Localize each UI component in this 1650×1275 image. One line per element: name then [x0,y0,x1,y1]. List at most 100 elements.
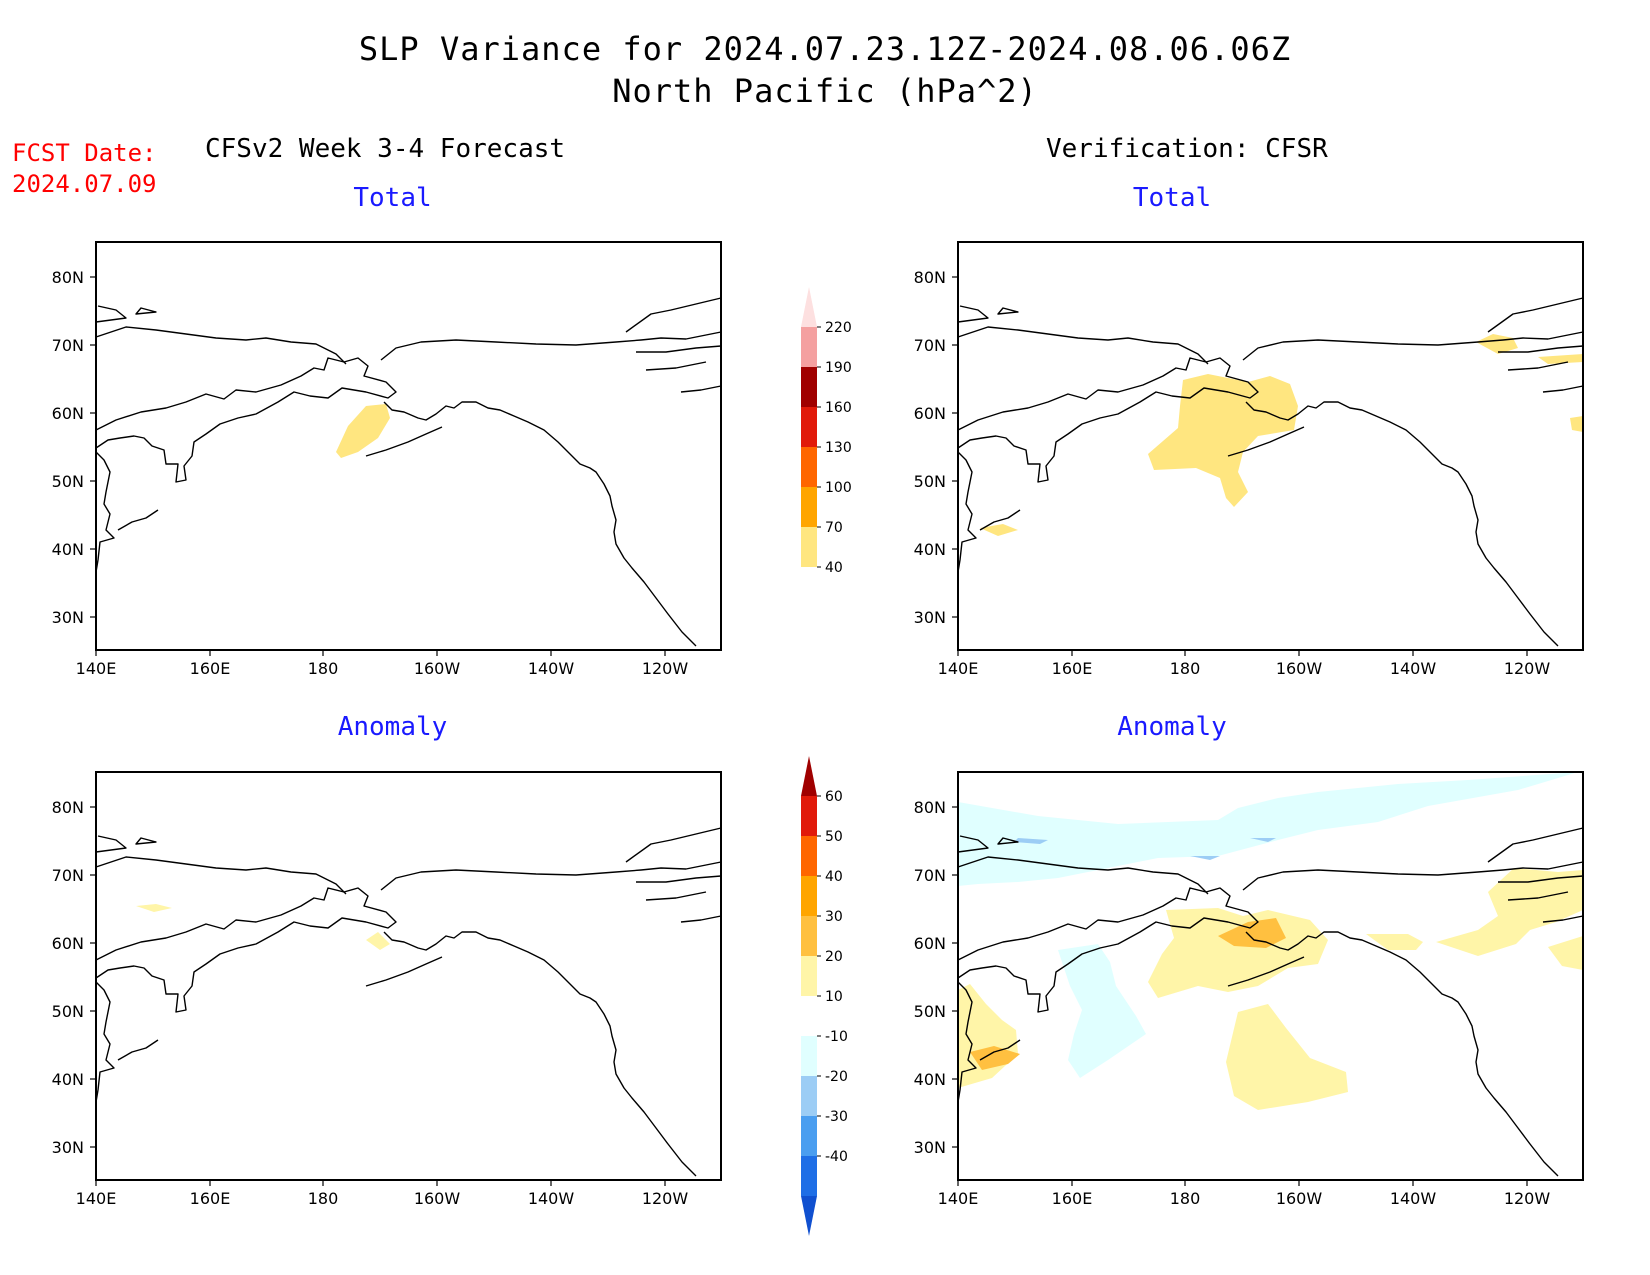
total-colorbar-segment [801,527,817,567]
anomaly-colorbar-label: -30 [825,1109,848,1125]
lat-tick-label: 40N [52,1070,84,1089]
lat-tick-label: 40N [914,1070,946,1089]
anomaly-colorbar-label: 10 [825,989,843,1005]
anomaly-colorbar-segment [801,1156,817,1196]
total-colorbar-segment [801,327,817,367]
verification-total-label: Total [1132,183,1212,213]
forecast-anomaly-shading [136,904,172,912]
right-column-title: Verification: CFSR [1046,134,1328,164]
coastline-alaska-north [1242,331,1584,361]
lat-tick-label: 70N [52,336,84,355]
coastline-siberia-north [957,326,1209,365]
anomaly-colorbar-label: -20 [825,1069,848,1085]
verification-anomaly-shading [958,772,1578,886]
coastline-arctic-islands [957,827,1584,923]
coastline-japan [117,509,159,531]
lon-tick-label: 160W [414,659,461,678]
verification-total-frame [957,241,1584,651]
anomaly-colorbar-label: -40 [825,1149,848,1165]
anomaly-colorbar-segment [801,996,817,1036]
lon-tick-label: 160W [1276,659,1323,678]
coastline-arctic-islands [95,297,722,393]
coastline-aleutians [365,426,443,457]
anomaly-colorbar-segment [801,956,817,996]
verification-total-shading [980,524,1018,536]
lat-tick-label: 30N [914,1138,946,1157]
lat-tick-label: 40N [914,540,946,559]
coastline-asia-east [957,451,977,573]
lon-tick-label: 160E [1052,1189,1093,1208]
verification-anomaly-shading [1366,934,1423,950]
verification-anomaly-frame [957,771,1584,1181]
coastline-japan [117,1039,159,1061]
anomaly-colorbar-segment [801,836,817,876]
lon-tick-label: 140E [76,659,117,678]
coastline-russia [95,357,397,483]
total-colorbar-segment [801,287,817,327]
coastline-japan [979,509,1021,531]
coastline-siberia-north [95,856,347,895]
lat-tick-label: 50N [914,1002,946,1021]
lon-tick-label: 140W [1390,659,1437,678]
lon-tick-label: 120W [642,659,689,678]
coastline-asia-east [95,981,115,1103]
anomaly-colorbar-label: 20 [825,949,843,965]
lat-tick-label: 70N [52,866,84,885]
lon-tick-label: 120W [1504,1189,1551,1208]
coastline-arctic-islands [95,827,722,923]
anomaly-colorbar-label: 40 [825,869,843,885]
total-colorbar-label: 70 [825,520,843,536]
anomaly-colorbar-segment [801,1036,817,1076]
total-colorbar-label: 220 [825,320,852,336]
lat-tick-label: 70N [914,336,946,355]
anomaly-colorbar-segment [801,756,817,796]
forecast-anomaly-panel: 80N 70N 60N 50N 40N 30N 140E 160E 180 160W 140W 120… [52,771,722,1208]
anomaly-colorbar-label: 30 [825,909,843,925]
forecast-date-label: FCST Date: [12,139,157,167]
verification-anomaly-label: Anomaly [1117,712,1227,742]
coastline-alaska-north [380,331,722,361]
map-title: SLP Variance for 2024.07.23.12Z-2024.08.… [358,30,1292,68]
verification-anomaly-shading [1014,838,1276,860]
total-colorbar-segment [801,367,817,407]
verification-anomaly-ticks: 80N 70N 60N 50N 40N 30N 140E 160E 180 160W 140W 120… [914,798,1551,1208]
forecast-date-block: FCST Date: 2024.07.09 [12,138,157,200]
anomaly-colorbar-label: -10 [825,1029,848,1045]
coastline-siberia-north [957,856,1209,895]
total-colorbar-label: 130 [825,440,852,456]
forecast-total-ticks: 80N 70N 60N 50N 40N 30N 140E 160E 180 160W 140W 120… [52,268,689,678]
verification-anomaly-shading [1436,868,1583,956]
anomaly-colorbar-segment [801,876,817,916]
forecast-anomaly-ticks: 80N 70N 60N 50N 40N 30N 140E 160E 180 160W 140W 120… [52,798,689,1208]
verification-anomaly-shading [1058,944,1146,1078]
left-column-title: CFSv2 Week 3-4 Forecast [205,134,566,164]
verification-anomaly-shading [1226,1004,1348,1110]
total-colorbar-label: 190 [825,360,852,376]
anomaly-colorbar: 60 50 40 30 20 10 -10 -20 -30 -40 [801,756,848,1236]
forecast-total-label: Total [353,183,432,213]
total-colorbar-label: 160 [825,400,852,416]
total-colorbar-segment [801,487,817,527]
map-subtitle: North Pacific (hPa^2) [612,72,1038,110]
coastline-asia-east [95,451,115,573]
coastline-japan [979,1039,1021,1061]
coastline-north-america [1245,401,1559,647]
anomaly-colorbar-label: 50 [825,829,843,845]
lat-tick-label: 80N [52,268,84,287]
coastline-russia [957,357,1259,483]
lon-tick-label: 140W [528,1189,575,1208]
verification-total-panel: 80N 70N 60N 50N 40N 30N 140E 160E 180 160W 140W 120… [914,241,1584,678]
lon-tick-label: 120W [1504,659,1551,678]
lon-tick-label: 180 [308,659,339,678]
coastline-aleutians [1227,426,1305,457]
coastline-north-america [1245,931,1559,1177]
anomaly-colorbar-segment [801,1116,817,1156]
lat-tick-label: 60N [52,404,84,423]
verification-anomaly-shading [1148,908,1328,998]
lat-tick-label: 80N [914,798,946,817]
total-colorbar-segment [801,567,817,607]
lon-tick-label: 140W [528,659,575,678]
coastline-arctic-islands [957,297,1584,393]
lon-tick-label: 140E [938,1189,979,1208]
